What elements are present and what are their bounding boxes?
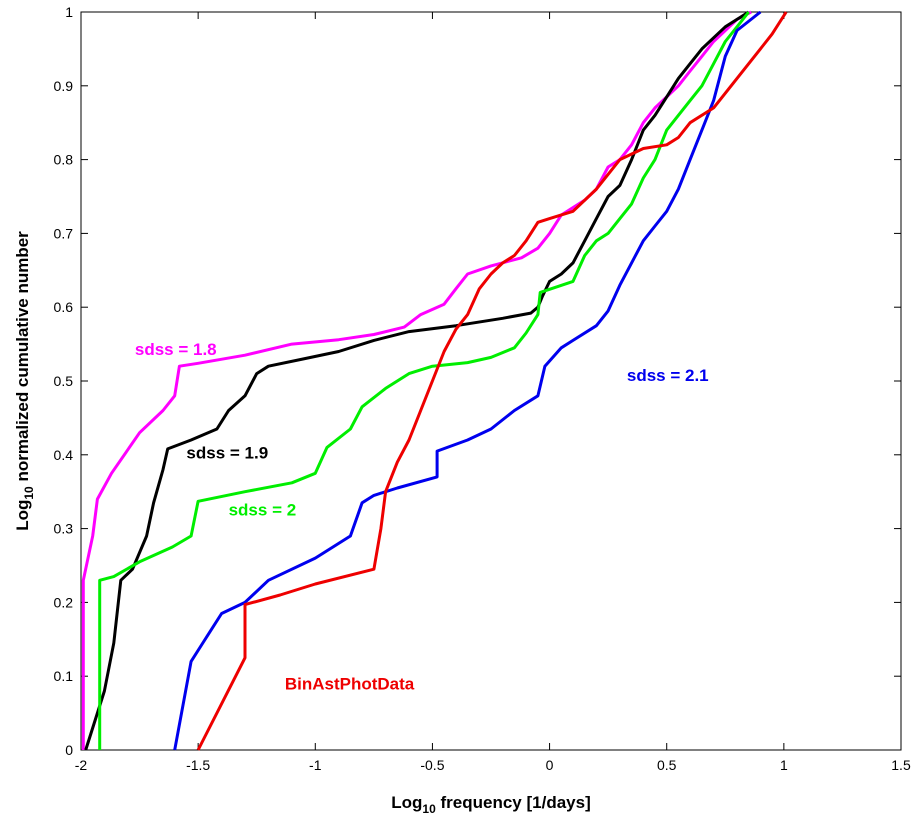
y-tick-label: 0.6 xyxy=(54,299,74,315)
x-tick-label: 0.5 xyxy=(657,757,677,773)
x-tick-label: -0.5 xyxy=(420,757,444,773)
series-line-4 xyxy=(196,11,788,751)
x-tick-label: 1.5 xyxy=(891,757,911,773)
y-tick-label: 0 xyxy=(65,742,73,758)
y-tick-label: 0.2 xyxy=(54,594,74,610)
y-tick-label: 0.4 xyxy=(54,447,74,463)
x-tick-label: -1 xyxy=(309,757,322,773)
series-label-3: sdss = 2.1 xyxy=(627,366,709,385)
series-line-2 xyxy=(98,11,750,750)
series-label-1: sdss = 1.9 xyxy=(186,443,268,462)
series-label-4: BinAstPhotData xyxy=(285,674,415,693)
x-tick-label: -1.5 xyxy=(186,757,210,773)
x-tick-label: -2 xyxy=(75,757,88,773)
series-line-1 xyxy=(84,10,750,751)
y-tick-label: 0.1 xyxy=(54,668,74,684)
y-tick-label: 0.3 xyxy=(54,521,74,537)
y-tick-label: 0.7 xyxy=(54,225,74,241)
y-axis-label: Log10 normalized cumulative number xyxy=(13,231,36,531)
annotations: sdss = 1.8 sdss = 1.9 sdss = 2 sdss = 2.1 Bi… xyxy=(135,340,709,693)
x-tick-label: 0 xyxy=(546,757,554,773)
series-line-0 xyxy=(81,10,752,750)
y-tick-label: 1 xyxy=(65,4,73,20)
x-tick-label: 1 xyxy=(780,757,788,773)
series-line-3 xyxy=(173,10,762,751)
x-axis-label: Log10 frequency [1/days] xyxy=(391,793,590,816)
y-tick-label: 0.5 xyxy=(54,373,74,389)
y-tick-label: 0.8 xyxy=(54,152,74,168)
series-label-0: sdss = 1.8 xyxy=(135,340,217,359)
y-tick-label: 0.9 xyxy=(54,78,74,94)
ticks: -2 -1.5 -1 -0.5 0 0.5 1 1.5 0 0.1 0.2 0.3 0.4 0.5 0.6 0… xyxy=(54,4,911,773)
plot-area xyxy=(80,11,902,751)
series-lines xyxy=(81,10,788,751)
series-label-2: sdss = 2 xyxy=(229,500,297,519)
